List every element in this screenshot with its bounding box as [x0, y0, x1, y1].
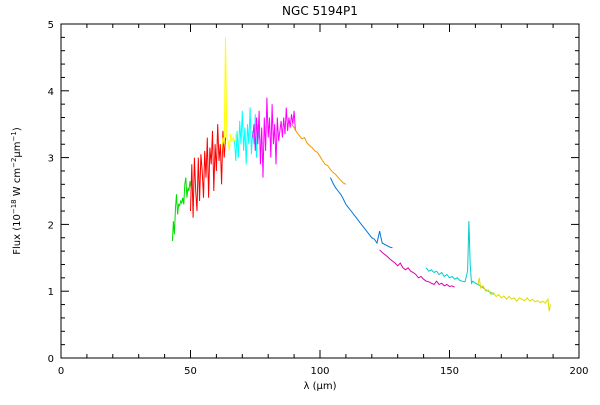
series-line-7: [329, 177, 393, 249]
series-line-5: [252, 97, 296, 178]
y-tick-label: 5: [48, 20, 54, 31]
y-tick-label: 3: [48, 154, 54, 165]
y-tick-label: 0: [48, 354, 54, 365]
series-line-1: [171, 177, 192, 242]
x-tick-label: 100: [310, 366, 329, 377]
y-axis: 0 1 2 3 4 5: [48, 20, 579, 365]
y-label-exp1: −18: [10, 199, 18, 214]
y-label-exp3: −1: [10, 131, 18, 141]
y-label-mid2: μm: [12, 141, 23, 157]
x-tick-label: 150: [440, 366, 459, 377]
y-axis-label: Flux (10−18 W cm−2μm−1): [10, 127, 23, 255]
x-tick-label: 200: [569, 366, 588, 377]
plot-frame: [60, 23, 580, 359]
series-group: [171, 37, 551, 312]
y-label-prefix: Flux (10: [12, 214, 23, 255]
y-label-exp2: −2: [10, 158, 18, 168]
series-line-8: [379, 249, 455, 288]
series-line-9: [425, 221, 494, 295]
x-axis: 0 50 100 150 200: [58, 24, 589, 377]
x-tick-label: 0: [58, 366, 64, 377]
y-label-suffix: ): [12, 127, 23, 131]
series-line-10: [477, 277, 551, 312]
y-tick-label: 1: [48, 287, 54, 298]
y-label-mid1: W cm: [12, 168, 23, 199]
series-line-4: [234, 107, 261, 165]
chart-title: NGC 5194P1: [282, 4, 358, 18]
y-tick-label: 4: [48, 87, 54, 98]
series-line-2: [190, 124, 226, 218]
x-axis-label: λ (μm): [303, 381, 336, 392]
x-tick-label: 50: [184, 366, 197, 377]
series-line-6: [291, 123, 347, 185]
series-line-3: [221, 37, 238, 151]
y-tick-label: 2: [48, 220, 54, 231]
